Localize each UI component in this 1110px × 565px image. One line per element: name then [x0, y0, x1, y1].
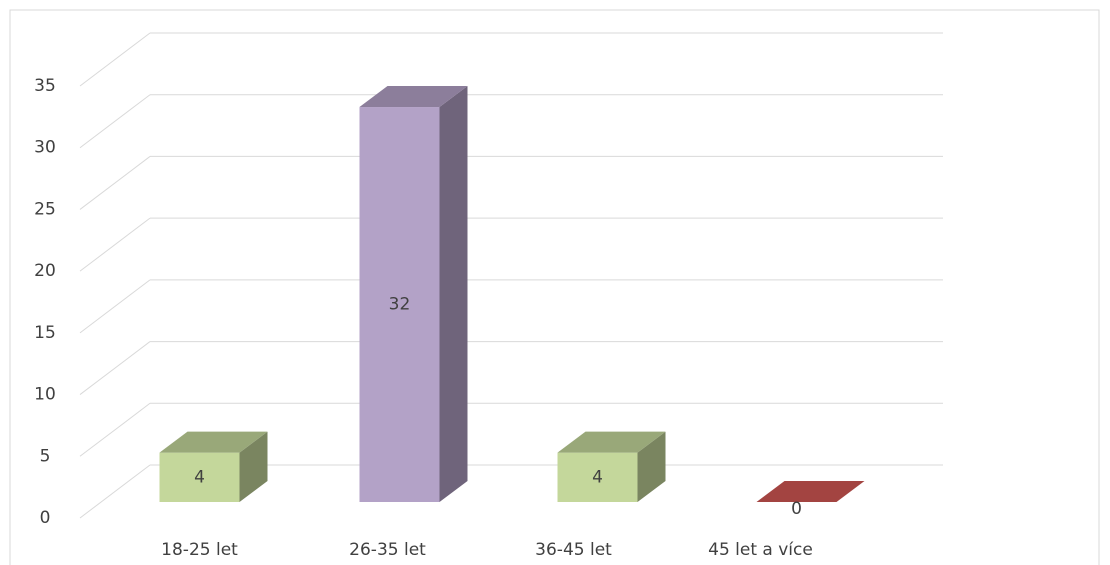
bar-top	[557, 431, 666, 453]
grid-line-side	[79, 464, 151, 519]
bar-front	[159, 452, 240, 502]
x-tick-label: 45 let a více	[708, 540, 813, 560]
bar-top	[159, 431, 268, 453]
bar-front	[359, 107, 440, 503]
y-tick-label: 35	[34, 76, 56, 96]
data-label: 0	[791, 499, 802, 519]
y-tick-label: 20	[34, 261, 56, 281]
y-tick-label: 5	[40, 446, 51, 466]
bar-top	[359, 86, 468, 108]
grid-line-side	[79, 32, 151, 87]
bar-top	[756, 481, 865, 502]
y-tick-label: 10	[34, 385, 56, 405]
grid-line-side	[79, 156, 151, 210]
bar-side	[439, 86, 468, 503]
data-label: 32	[389, 295, 411, 315]
x-tick-label: 26-35 let	[349, 540, 426, 560]
grid-line-side	[79, 94, 151, 149]
grid-line-side	[79, 279, 151, 334]
grid-line-side	[79, 341, 151, 395]
bar-side	[239, 431, 268, 502]
bar-side	[637, 431, 666, 502]
y-tick-label: 15	[34, 323, 56, 343]
grid-line-side	[79, 217, 151, 272]
x-tick-label: 36-45 let	[535, 540, 612, 560]
data-label: 4	[194, 467, 205, 487]
data-label: 4	[592, 467, 603, 487]
grid-line-side	[79, 402, 151, 457]
y-tick-label: 0	[40, 508, 51, 528]
x-tick-label: 18-25 let	[161, 540, 238, 560]
y-tick-label: 30	[34, 138, 56, 158]
y-tick-label: 25	[34, 199, 56, 219]
bar-front	[557, 452, 638, 502]
chart-border	[9, 9, 1100, 565]
